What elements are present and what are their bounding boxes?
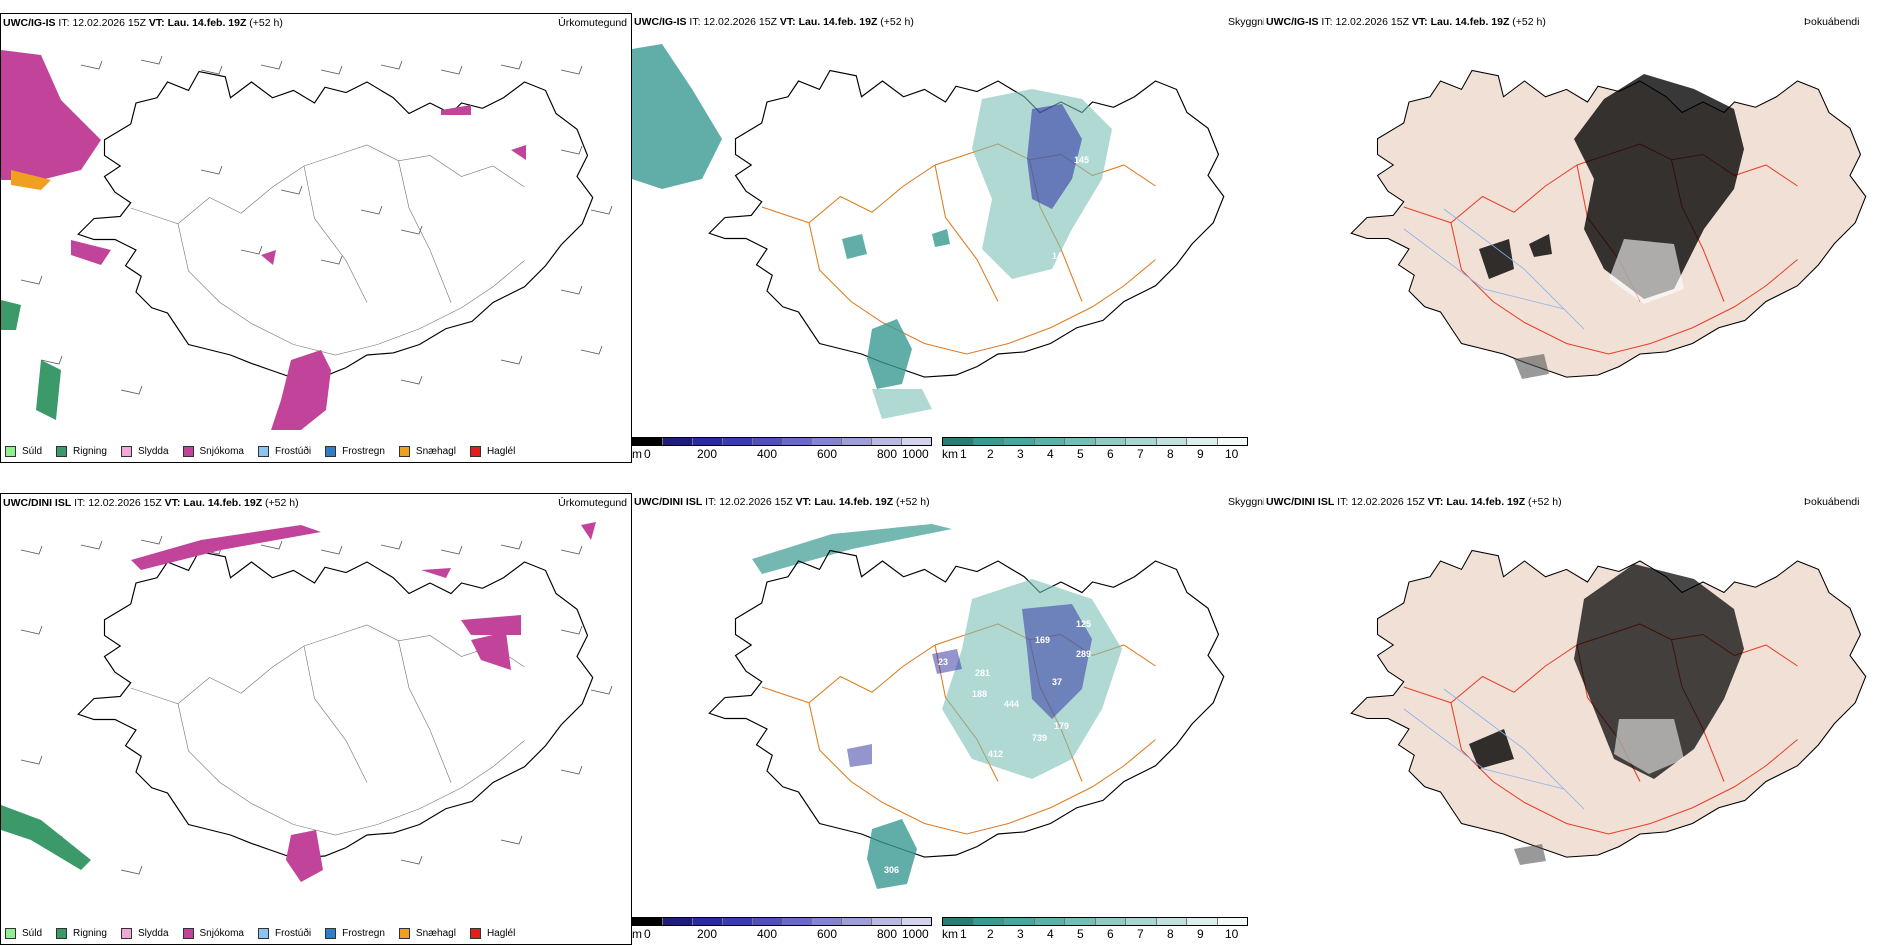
panel-title: UWC/IG-IS IT: 12.02.2026 15Z VT: Lau. 14… <box>1266 16 1546 28</box>
panel-title: UWC/DINI ISL IT: 12.02.2026 15Z VT: Lau.… <box>3 497 299 509</box>
precip-legend: Súld Rigning Slydda Snjókoma Frostúði Fr… <box>5 928 529 939</box>
ceiling-colorbar: m 0 200 400 600 800 1000 <box>632 917 932 941</box>
fog-panel-top: UWC/IG-IS IT: 12.02.2026 15Z VT: Lau. 14… <box>1264 13 1900 463</box>
ceiling-label: 125 <box>1076 619 1091 629</box>
precip-map <box>1 522 613 882</box>
legend-item: Súld <box>5 446 42 457</box>
legend-item: Frostúði <box>257 928 311 939</box>
ceiling-label: 289 <box>1076 649 1091 659</box>
ceiling-label: 281 <box>975 668 990 678</box>
ceiling-label: 957 <box>936 362 951 372</box>
ceiling-label: 111 <box>690 244 704 254</box>
variable-name: Skyggni <box>1228 496 1264 508</box>
precip-legend: Súld Rigning Slydda Snjókoma Frostúði Fr… <box>5 446 529 457</box>
ceiling-label: 412 <box>988 749 1003 759</box>
legend-item: Slydda <box>120 446 169 457</box>
legend-item: Súld <box>5 928 42 939</box>
ceiling-label: 188 <box>972 689 987 699</box>
ceiling-labels: 23 281 188 444 169 125 289 37 179 739 41… <box>884 619 1091 875</box>
variable-name: Þokuábendi <box>1804 496 1860 508</box>
legend-item: Haglél <box>469 446 515 457</box>
fog-map <box>1350 549 1867 865</box>
ceiling-label: 62 <box>1057 339 1067 349</box>
visibility-colorbar: km 1 2 3 4 5 6 7 8 9 10 <box>942 917 1248 941</box>
fog-panel-bottom: UWC/DINI ISL IT: 12.02.2026 15Z VT: Lau.… <box>1264 493 1900 945</box>
legend-item: Rigning <box>56 446 107 457</box>
ceiling-label: 146 <box>987 781 1002 791</box>
ceiling-label: 23 <box>938 657 948 667</box>
wind-barbs <box>20 535 613 875</box>
ceiling-label: 444 <box>1004 699 1019 709</box>
ceiling-label: 739 <box>1032 733 1047 743</box>
visibility-colorbar: km 1 2 3 4 5 6 7 8 9 10 <box>942 437 1248 461</box>
ceiling-label: 306 <box>884 865 899 875</box>
legend-item: Haglél <box>469 928 515 939</box>
ceiling-label: 171 <box>1072 227 1087 237</box>
legend-item: Snjókoma <box>182 928 244 939</box>
legend-item: Frostregn <box>325 446 385 457</box>
legend-item: Rigning <box>56 928 107 939</box>
panel-title: UWC/DINI ISL IT: 12.02.2026 15Z VT: Lau.… <box>1266 496 1562 508</box>
ceiling-label: 14 <box>1052 251 1062 261</box>
visibility-panel-bottom: UWC/DINI ISL IT: 12.02.2026 15Z VT: Lau.… <box>632 493 1264 945</box>
precip-type-panel-top: UWC/IG-IS IT: 12.02.2026 15Z VT: Lau. 14… <box>0 13 632 463</box>
wind-barbs <box>20 55 613 395</box>
precip-map <box>1 50 613 430</box>
legend-item: Slydda <box>120 928 169 939</box>
ceiling-label: 12 <box>936 261 946 271</box>
visibility-panel-top: UWC/IG-IS IT: 12.02.2026 15Z VT: Lau. 14… <box>632 13 1264 463</box>
legend-item: Snæhagl <box>398 446 456 457</box>
ceiling-labels: 145 111 12 43 957 352 171 14 62 <box>690 155 1089 406</box>
ceiling-label: 37 <box>1052 677 1062 687</box>
variable-name: Þokuábendi <box>1804 16 1860 28</box>
legend-item: Snæhagl <box>398 928 456 939</box>
panel-title: UWC/DINI ISL IT: 12.02.2026 15Z VT: Lau.… <box>634 496 930 508</box>
visibility-map: 23 281 188 444 169 125 289 37 179 739 41… <box>708 524 1225 889</box>
legend-item: Frostregn <box>325 928 385 939</box>
variable-name: Skyggni <box>1228 16 1264 28</box>
variable-name: Úrkomutegund <box>558 497 627 509</box>
panel-title: UWC/IG-IS IT: 12.02.2026 15Z VT: Lau. 14… <box>3 17 283 29</box>
legend-item: Snjókoma <box>182 446 244 457</box>
precip-type-panel-bottom: UWC/DINI ISL IT: 12.02.2026 15Z VT: Lau.… <box>0 493 632 945</box>
fog-map <box>1350 69 1867 379</box>
variable-name: Úrkomutegund <box>558 17 627 29</box>
ceiling-label: 352 <box>934 396 949 406</box>
ceiling-label: 179 <box>1054 721 1069 731</box>
legend-item: Frostúði <box>257 446 311 457</box>
panel-title: UWC/IG-IS IT: 12.02.2026 15Z VT: Lau. 14… <box>634 16 914 28</box>
ceiling-colorbar: m 0 200 400 600 800 1000 <box>632 437 932 461</box>
ceiling-label: 145 <box>1074 155 1089 165</box>
visibility-map: 145 111 12 43 957 352 171 14 62 <box>632 44 1225 419</box>
ceiling-label: 169 <box>1035 635 1050 645</box>
ceiling-label: 43 <box>894 257 904 267</box>
